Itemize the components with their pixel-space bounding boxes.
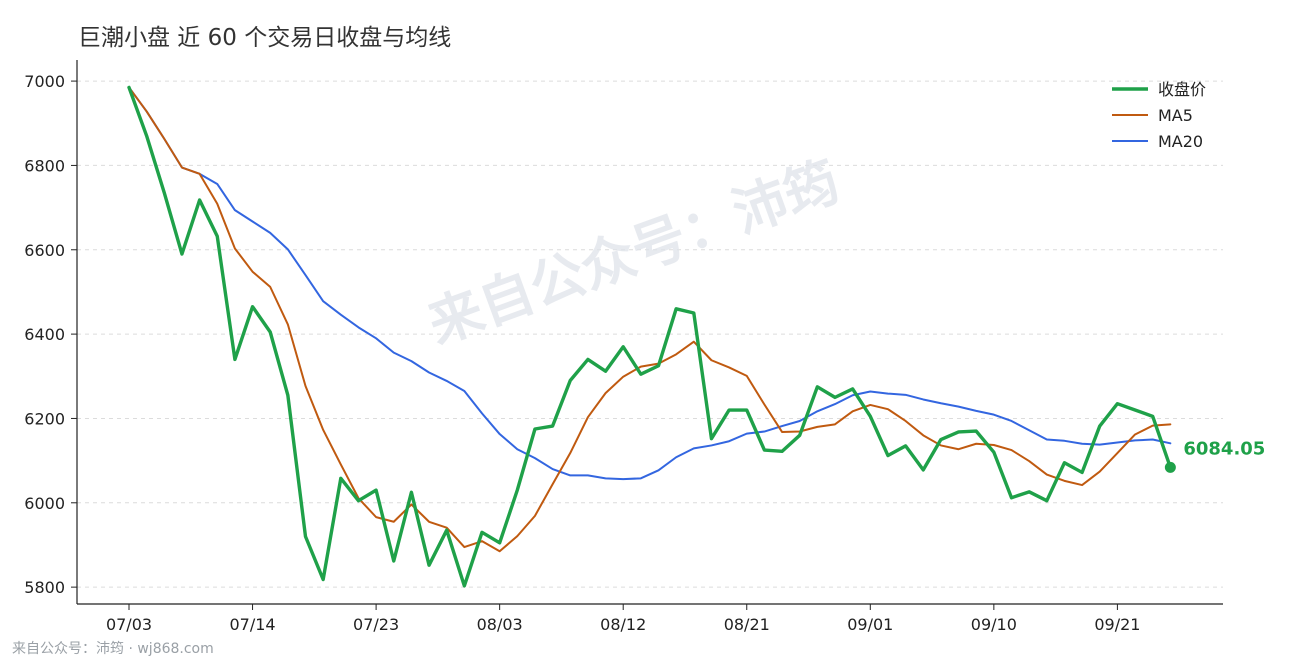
series-layer: 6084.05 (127, 85, 1265, 588)
y-tick-label: 6200 (24, 409, 65, 428)
x-tick-label: 07/14 (229, 615, 275, 634)
legend-label: MA5 (1158, 106, 1193, 125)
x-tick-label: 07/23 (353, 615, 399, 634)
x-tick-label: 08/21 (724, 615, 770, 634)
y-tick-label: 5800 (24, 578, 65, 597)
grid-layer (77, 80, 1223, 588)
axes-layer: 5800 6000 6200 6400 6600 6800 7000 07/03 07/14 07… (24, 60, 1223, 634)
y-tick-label: 6000 (24, 494, 65, 513)
y-tick-label: 6800 (24, 156, 65, 175)
y-tick-label: 6600 (24, 241, 65, 260)
y-tick-label: 6400 (24, 325, 65, 344)
legend: 收盘价 MA5 MA20 (1112, 80, 1206, 151)
x-tick-label: 08/03 (477, 615, 523, 634)
series-line-ma5 (128, 86, 1172, 553)
series-line-ma20 (128, 86, 1172, 481)
close-end-label: 6084.05 (1183, 438, 1265, 459)
watermark: 来自公众号：沛筠 (420, 149, 847, 356)
close-end-marker (1164, 461, 1176, 473)
legend-label: 收盘价 (1158, 80, 1206, 99)
y-tick-label: 7000 (24, 72, 65, 91)
chart-title: 巨潮小盘 近 60 个交易日收盘与均线 (78, 25, 452, 51)
footer-credit: 来自公众号：沛筠 · wj868.com (12, 641, 214, 657)
x-tick-label: 09/21 (1094, 615, 1140, 634)
x-tick-label: 09/10 (971, 615, 1017, 634)
legend-label: MA20 (1158, 132, 1203, 151)
x-tick-label: 07/03 (106, 615, 152, 634)
x-tick-label: 09/01 (847, 615, 893, 634)
series-line-close (127, 85, 1173, 588)
x-tick-label: 08/12 (600, 615, 646, 634)
